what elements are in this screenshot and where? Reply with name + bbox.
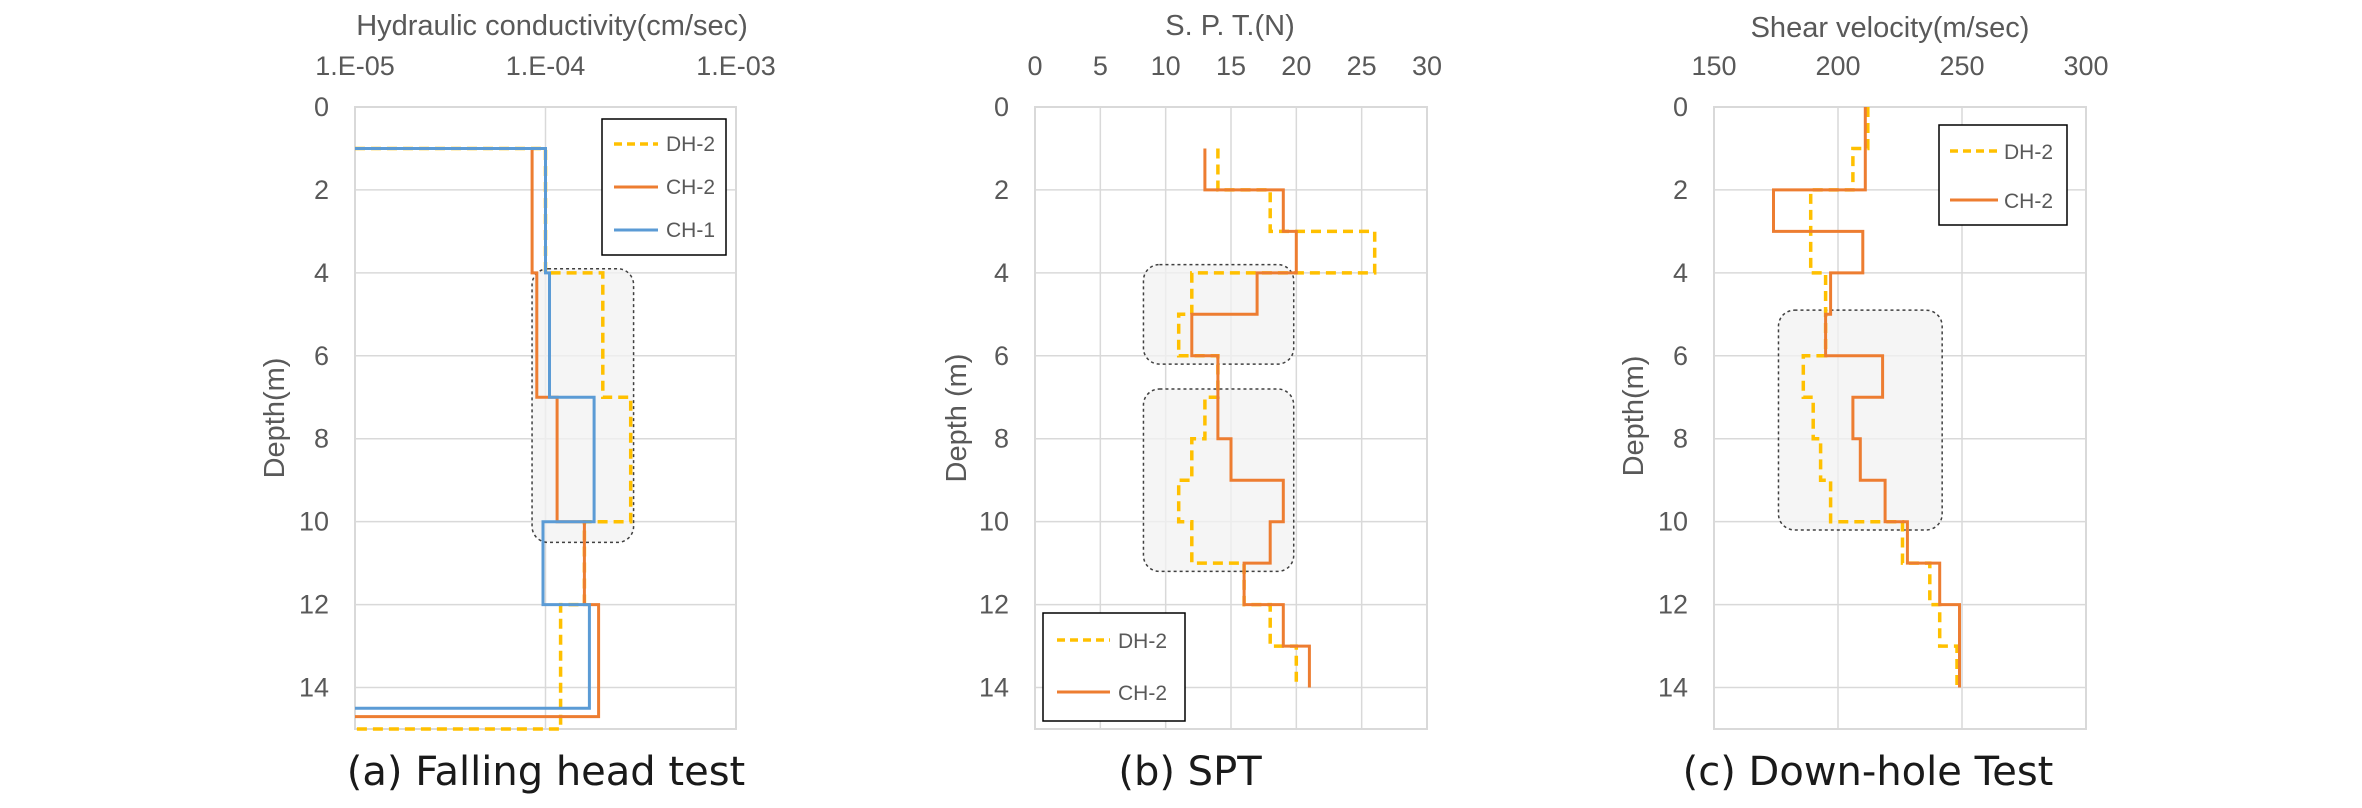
y-tick-label: 4	[994, 258, 1009, 288]
series-line-ch-2	[1772, 107, 1961, 688]
x-tick-label: 250	[1939, 51, 1984, 81]
y-tick-labels: 0 2 4 6 8 10 12 14	[299, 92, 329, 703]
x-tick-label: 1.E-05	[315, 51, 395, 81]
y-tick-label: 10	[979, 507, 1009, 537]
legend-label-ch-1: CH-1	[666, 219, 715, 242]
y-tick-label: 8	[1673, 424, 1688, 454]
legend: DH-2 CH-2	[1042, 612, 1186, 722]
y-tick-label: 12	[299, 590, 329, 620]
x-tick-label: 150	[1691, 51, 1736, 81]
panel-c-down-hole-test: 150 200 250 300 0 2 4 6 8 10 12 14 Shear velocity(…	[1618, 12, 2109, 795]
y-tick-label: 14	[979, 673, 1009, 703]
series-line-ch-2	[1190, 148, 1311, 688]
highlight-box-2	[1142, 388, 1295, 573]
y-axis-title: Depth(m)	[259, 358, 291, 479]
y-tick-label: 12	[1658, 590, 1688, 620]
y-axis-title: Depth(m)	[1618, 356, 1650, 477]
y-tick-label: 0	[994, 92, 1009, 122]
x-tick-label: 200	[1815, 51, 1860, 81]
y-tick-labels: 0 2 4 6 8 10 12 14	[1658, 92, 1688, 703]
x-axis-title: S. P. T.(N)	[1165, 10, 1294, 42]
legend: DH-2 CH-2	[1938, 124, 2068, 226]
caption: (c) Down-hole Test	[1683, 749, 2054, 795]
y-tick-labels: 0 2 4 6 8 10 12 14	[979, 92, 1009, 703]
y-tick-label: 6	[994, 341, 1009, 371]
legend-label-dh-2: DH-2	[1118, 630, 1167, 653]
x-axis-title: Shear velocity(m/sec)	[1751, 12, 2030, 44]
legend: DH-2 CH-2 CH-1	[601, 118, 727, 256]
legend-label-ch-2: CH-2	[1118, 682, 1167, 705]
y-tick-label: 10	[299, 507, 329, 537]
x-tick-label: 300	[2063, 51, 2108, 81]
caption: (b) SPT	[1118, 749, 1262, 795]
series-group	[1176, 148, 1377, 688]
series-line-ch-1	[355, 147, 596, 710]
x-tick-label: 1.E-03	[696, 51, 776, 81]
y-tick-label: 2	[314, 175, 329, 205]
x-tick-label: 15	[1216, 51, 1246, 81]
y-tick-label: 4	[314, 258, 329, 288]
legend-label-dh-2: DH-2	[666, 133, 715, 156]
y-tick-label: 4	[1673, 258, 1688, 288]
y-tick-label: 6	[1673, 341, 1688, 371]
x-tick-label: 30	[1412, 51, 1442, 81]
y-tick-label: 8	[314, 424, 329, 454]
x-axis-title: Hydraulic conductivity(cm/sec)	[356, 10, 748, 42]
legend-box	[1938, 124, 2068, 226]
panel-b-spt: 0 5 10 15 20 25 30 0 2 4 6 8 10 12 14 S. P. T.(N) Dep…	[941, 10, 1442, 795]
x-tick-label: 0	[1027, 51, 1042, 81]
panel-a-falling-head-test: 1.E-05 1.E-04 1.E-03 0 2 4 6 8 10 12 14 Hydraulic…	[259, 10, 776, 795]
x-tick-labels: 1.E-05 1.E-04 1.E-03	[315, 51, 776, 81]
series-line-ch-2	[355, 147, 601, 719]
x-tick-label: 1.E-04	[506, 51, 586, 81]
y-tick-label: 6	[314, 341, 329, 371]
y-tick-label: 8	[994, 424, 1009, 454]
x-tick-label: 20	[1281, 51, 1311, 81]
x-tick-labels: 150 200 250 300	[1691, 51, 2108, 81]
x-tick-label: 25	[1347, 51, 1377, 81]
series-group	[355, 146, 633, 731]
y-tick-label: 12	[979, 590, 1009, 620]
y-tick-label: 0	[1673, 92, 1688, 122]
y-tick-label: 0	[314, 92, 329, 122]
y-axis-title: Depth (m)	[941, 354, 973, 483]
legend-label-ch-2: CH-2	[666, 176, 715, 199]
highlight-box	[531, 267, 635, 544]
x-tick-label: 5	[1093, 51, 1108, 81]
y-tick-label: 14	[1658, 673, 1688, 703]
legend-label-ch-2: CH-2	[2004, 190, 2053, 213]
y-tick-label: 10	[1658, 507, 1688, 537]
x-tick-labels: 0 5 10 15 20 25 30	[1027, 51, 1442, 81]
series-group	[1772, 107, 1961, 688]
legend-label-dh-2: DH-2	[2004, 141, 2053, 164]
caption: (a) Falling head test	[347, 749, 745, 795]
y-tick-label: 14	[299, 673, 329, 703]
y-tick-label: 2	[1673, 175, 1688, 205]
x-tick-label: 10	[1151, 51, 1181, 81]
highlight-box	[1777, 309, 1943, 531]
legend-box	[1042, 612, 1186, 722]
y-tick-label: 2	[994, 175, 1009, 205]
